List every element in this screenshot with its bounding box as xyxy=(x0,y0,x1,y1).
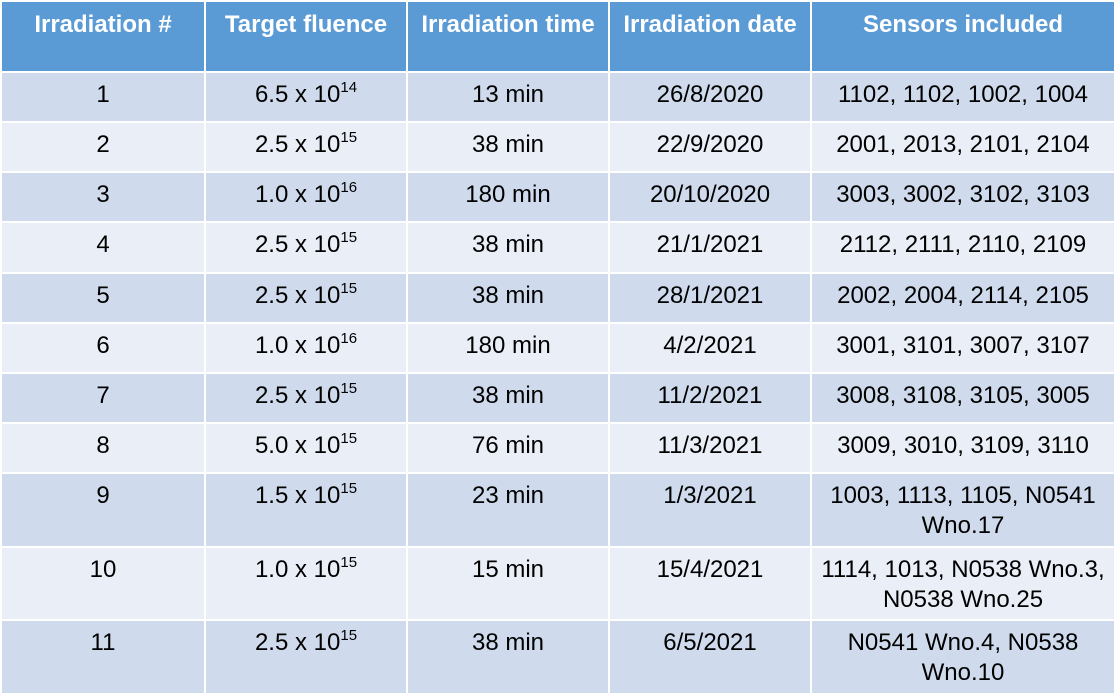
cell-target-fluence: 1.0 x 1015 xyxy=(204,545,408,622)
cell-irradiation-time: 180 min xyxy=(406,321,610,374)
cell-target-fluence: 2.5 x 1015 xyxy=(204,371,408,424)
cell-irradiation-time: 38 min xyxy=(406,619,610,695)
cell-sensors-included: 3009, 3010, 3109, 3110 xyxy=(810,421,1114,475)
cell-target-fluence: 2.5 x 1015 xyxy=(204,221,408,274)
cell-target-fluence: 1.0 x 1016 xyxy=(204,171,408,224)
cell-irradiation-time: 38 min xyxy=(406,221,610,274)
cell-irradiation-date: 6/5/2021 xyxy=(608,619,812,695)
header-irradiation-time: Irradiation time xyxy=(406,0,610,73)
fluence-base: 2.5 x 10 xyxy=(254,629,341,657)
fluence-exponent: 15 xyxy=(340,480,358,497)
cell-irradiation-time: 23 min xyxy=(406,472,610,548)
fluence-exponent: 15 xyxy=(340,379,358,397)
fluence-base: 1.5 x 10 xyxy=(254,482,341,509)
fluence-base: 5.0 x 10 xyxy=(254,431,341,459)
fluence-exponent: 15 xyxy=(340,229,358,247)
fluence-base: 6.5 x 10 xyxy=(254,81,341,108)
fluence-exponent: 16 xyxy=(340,179,358,197)
cell-sensors-included: N0541 Wno.4, N0538 Wno.10 xyxy=(810,619,1114,695)
cell-irradiation-number: 10 xyxy=(0,545,206,622)
cell-irradiation-date: 11/2/2021 xyxy=(608,371,812,424)
cell-target-fluence: 1.5 x 1015 xyxy=(204,472,408,548)
cell-target-fluence: 1.0 x 1016 xyxy=(204,321,408,374)
cell-sensors-included: 2112, 2111, 2110, 2109 xyxy=(810,221,1114,274)
cell-sensors-included: 1102, 1102, 1002, 1004 xyxy=(810,70,1114,124)
table-row: 2 2.5 x 1015 38 min 22/9/2020 2001, 2013… xyxy=(0,121,1114,174)
cell-irradiation-date: 22/9/2020 xyxy=(608,121,812,174)
fluence-base: 2.5 x 10 xyxy=(254,281,341,309)
table-row: 8 5.0 x 1015 76 min 11/3/2021 3009, 3010… xyxy=(0,421,1114,475)
cell-irradiation-date: 26/8/2020 xyxy=(608,70,812,124)
fluence-base: 2.5 x 10 xyxy=(254,131,341,159)
table-row: 1 6.5 x 1014 13 min 26/8/2020 1102, 1102… xyxy=(0,70,1114,124)
fluence-exponent: 15 xyxy=(340,129,358,147)
table-row: 6 1.0 x 1016 180 min 4/2/2021 3001, 3101… xyxy=(0,321,1114,374)
cell-sensors-included: 2001, 2013, 2101, 2104 xyxy=(810,121,1114,174)
cell-sensors-included: 3008, 3108, 3105, 3005 xyxy=(810,371,1114,424)
header-irradiation-date: Irradiation date xyxy=(608,0,812,73)
cell-target-fluence: 5.0 x 1015 xyxy=(204,421,408,475)
cell-sensors-included: 3003, 3002, 3102, 3103 xyxy=(810,171,1114,224)
cell-target-fluence: 6.5 x 1014 xyxy=(204,70,408,124)
table-row: 4 2.5 x 1015 38 min 21/1/2021 2112, 2111… xyxy=(0,221,1114,274)
cell-irradiation-number: 1 xyxy=(0,70,206,124)
cell-irradiation-time: 38 min xyxy=(406,371,610,424)
fluence-base: 1.0 x 10 xyxy=(254,555,341,583)
table-row: 7 2.5 x 1015 38 min 11/2/2021 3008, 3108… xyxy=(0,371,1114,424)
cell-irradiation-date: 28/1/2021 xyxy=(608,271,812,324)
table-row: 10 1.0 x 1015 15 min 15/4/2021 1114, 101… xyxy=(0,545,1114,622)
cell-irradiation-time: 38 min xyxy=(406,271,610,324)
fluence-exponent: 16 xyxy=(340,329,358,347)
cell-target-fluence: 2.5 x 1015 xyxy=(204,121,408,174)
cell-irradiation-time: 15 min xyxy=(406,545,610,622)
cell-irradiation-date: 15/4/2021 xyxy=(608,545,812,622)
fluence-base: 2.5 x 10 xyxy=(254,381,341,409)
fluence-exponent: 15 xyxy=(340,627,358,645)
cell-irradiation-date: 21/1/2021 xyxy=(608,221,812,274)
cell-irradiation-number: 6 xyxy=(0,321,206,374)
cell-sensors-included: 3001, 3101, 3007, 3107 xyxy=(810,321,1114,374)
cell-sensors-included: 1003, 1113, 1105, N0541 Wno.17 xyxy=(810,472,1114,548)
header-row: Irradiation # Target fluence Irradiation… xyxy=(0,0,1114,73)
cell-sensors-included: 2002, 2004, 2114, 2105 xyxy=(810,271,1114,324)
cell-irradiation-number: 4 xyxy=(0,221,206,274)
fluence-exponent: 15 xyxy=(340,279,358,297)
cell-irradiation-date: 1/3/2021 xyxy=(608,472,812,548)
cell-irradiation-time: 180 min xyxy=(406,171,610,224)
table-row: 3 1.0 x 1016 180 min 20/10/2020 3003, 30… xyxy=(0,171,1114,224)
fluence-exponent: 15 xyxy=(340,429,358,447)
table-row: 5 2.5 x 1015 38 min 28/1/2021 2002, 2004… xyxy=(0,271,1114,324)
header-sensors-included: Sensors included xyxy=(810,0,1114,73)
cell-irradiation-number: 11 xyxy=(0,619,206,695)
fluence-base: 1.0 x 10 xyxy=(254,181,341,209)
cell-target-fluence: 2.5 x 1015 xyxy=(204,619,408,695)
table-row: 9 1.5 x 1015 23 min 1/3/2021 1003, 1113,… xyxy=(0,472,1114,548)
header-target-fluence: Target fluence xyxy=(204,0,408,73)
cell-irradiation-number: 7 xyxy=(0,371,206,424)
cell-sensors-included: 1114, 1013, N0538 Wno.3, N0538 Wno.25 xyxy=(810,545,1114,622)
fluence-exponent: 14 xyxy=(340,79,358,96)
cell-irradiation-date: 11/3/2021 xyxy=(608,421,812,475)
cell-irradiation-number: 2 xyxy=(0,121,206,174)
fluence-base: 1.0 x 10 xyxy=(254,331,341,359)
cell-irradiation-number: 5 xyxy=(0,271,206,324)
cell-irradiation-number: 3 xyxy=(0,171,206,224)
fluence-base: 2.5 x 10 xyxy=(254,231,341,259)
cell-irradiation-date: 4/2/2021 xyxy=(608,321,812,374)
cell-irradiation-date: 20/10/2020 xyxy=(608,171,812,224)
cell-irradiation-time: 13 min xyxy=(406,70,610,124)
fluence-exponent: 15 xyxy=(340,553,358,571)
header-irradiation-number: Irradiation # xyxy=(0,0,206,73)
cell-irradiation-number: 8 xyxy=(0,421,206,475)
cell-target-fluence: 2.5 x 1015 xyxy=(204,271,408,324)
cell-irradiation-time: 76 min xyxy=(406,421,610,475)
table-row: 11 2.5 x 1015 38 min 6/5/2021 N0541 Wno.… xyxy=(0,619,1114,695)
cell-irradiation-number: 9 xyxy=(0,472,206,548)
cell-irradiation-time: 38 min xyxy=(406,121,610,174)
